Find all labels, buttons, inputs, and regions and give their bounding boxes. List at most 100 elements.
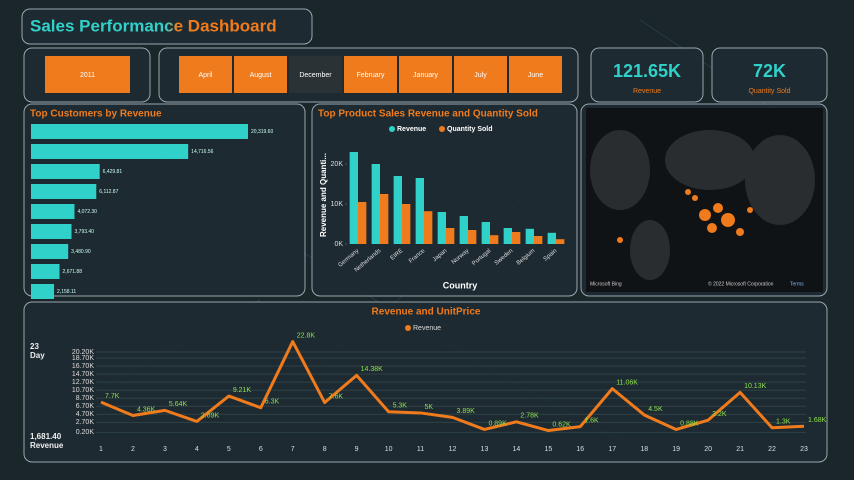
chart-title: Top Product Sales Revenue and Quantity S… bbox=[318, 109, 538, 120]
bar bbox=[31, 204, 75, 219]
value-label: 1.6K bbox=[584, 417, 599, 424]
y-tick-label: 14.70K bbox=[72, 371, 95, 378]
x-tick-label: 17 bbox=[608, 446, 616, 453]
y-tick-label: 16.70K bbox=[72, 363, 95, 370]
value-label: 6,429.81 bbox=[103, 169, 123, 175]
x-tick-label: 16 bbox=[576, 446, 584, 453]
value-label: 11.06K bbox=[616, 379, 638, 386]
kpi-value: 121.65K bbox=[613, 61, 681, 81]
bar bbox=[468, 230, 477, 244]
value-label: 3,480.90 bbox=[71, 249, 91, 255]
annotation: 1,681.40 bbox=[30, 432, 62, 441]
y-tick-label: 18.70K bbox=[72, 355, 95, 362]
month-button[interactable] bbox=[509, 56, 562, 93]
x-tick-label: 23 bbox=[800, 446, 808, 453]
value-label: 5.64K bbox=[169, 401, 188, 408]
map-land bbox=[590, 130, 815, 280]
legend-label: Revenue bbox=[397, 126, 426, 133]
bar bbox=[547, 232, 556, 244]
bar bbox=[31, 144, 189, 159]
month-label: April bbox=[198, 72, 212, 79]
x-tick-label: 11 bbox=[417, 446, 424, 453]
month-button[interactable] bbox=[454, 56, 507, 93]
value-label: 3,793.40 bbox=[75, 229, 95, 235]
x-tick-label: 9 bbox=[355, 446, 359, 453]
year-button[interactable] bbox=[45, 56, 130, 93]
value-label: 0.89K bbox=[488, 420, 507, 427]
y-tick-label: 0K bbox=[334, 241, 343, 248]
value-label: 9.21K bbox=[233, 387, 252, 394]
month-label: December bbox=[299, 72, 332, 79]
legend-label: Revenue bbox=[413, 325, 441, 332]
bar bbox=[402, 204, 411, 244]
bar bbox=[481, 222, 490, 244]
bar bbox=[31, 164, 100, 179]
value-label: 7.7K bbox=[105, 393, 120, 400]
value-label: 2.78K bbox=[520, 413, 539, 420]
y-tick-label: 20K bbox=[331, 161, 344, 168]
x-tick-label: 20 bbox=[704, 446, 712, 453]
bar bbox=[31, 124, 249, 139]
bar bbox=[446, 228, 455, 244]
x-tick-label: 15 bbox=[544, 446, 552, 453]
bar bbox=[349, 152, 358, 244]
x-tick-label: 22 bbox=[768, 446, 776, 453]
y-tick-label: 4.70K bbox=[76, 411, 95, 418]
x-tick-label: 14 bbox=[513, 446, 521, 453]
x-tick-label: 13 bbox=[481, 446, 489, 453]
bar bbox=[415, 178, 424, 244]
value-label: 0.88K bbox=[680, 420, 699, 427]
y-tick-label: 0.20K bbox=[76, 429, 95, 436]
annotation: 23 bbox=[30, 342, 39, 351]
y-axis-label: Revenue and Quanti... bbox=[319, 153, 328, 237]
bar bbox=[31, 264, 60, 279]
bar bbox=[437, 212, 446, 244]
value-label: 20,319.60 bbox=[251, 129, 273, 135]
month-button[interactable] bbox=[289, 56, 342, 93]
x-tick-label: 18 bbox=[640, 446, 648, 453]
legend-label: Quantity Sold bbox=[447, 126, 493, 133]
value-label: 6,112.87 bbox=[99, 189, 118, 195]
value-label: 3.89K bbox=[457, 408, 476, 415]
value-label: 5.3K bbox=[393, 403, 408, 410]
legend-marker bbox=[389, 126, 395, 132]
legend-marker bbox=[405, 325, 411, 331]
bar bbox=[424, 211, 433, 244]
y-tick-label: 10K bbox=[331, 201, 344, 208]
value-label: 10.13K bbox=[744, 383, 767, 390]
x-tick-label: 6 bbox=[259, 446, 263, 453]
y-tick-label: 20.20K bbox=[72, 349, 95, 356]
month-button[interactable] bbox=[399, 56, 452, 93]
legend-marker bbox=[439, 126, 445, 132]
title-panel bbox=[21, 8, 313, 45]
product-panel bbox=[311, 103, 578, 297]
x-tick-label: 4 bbox=[195, 446, 199, 453]
x-tick-label: 8 bbox=[323, 446, 327, 453]
kpi-panel bbox=[711, 47, 828, 103]
map-terms[interactable]: Terms bbox=[790, 281, 804, 287]
bar bbox=[31, 184, 97, 199]
month-button[interactable] bbox=[179, 56, 232, 93]
value-label: 4,072.30 bbox=[77, 209, 97, 215]
value-label: 5K bbox=[425, 404, 434, 411]
annotation: Revenue bbox=[30, 441, 64, 450]
value-label: 4.36K bbox=[137, 406, 156, 413]
bar bbox=[380, 194, 389, 244]
x-tick-label: 21 bbox=[736, 446, 744, 453]
month-button[interactable] bbox=[344, 56, 397, 93]
value-label: 2,158.11 bbox=[57, 289, 76, 295]
bar bbox=[534, 236, 543, 244]
month-label: January bbox=[413, 72, 438, 79]
month-label: July bbox=[474, 72, 487, 79]
x-tick-label: 12 bbox=[449, 446, 457, 453]
kpi-value: 72K bbox=[753, 61, 786, 81]
dashboard-title: Sales Performance Dashboard bbox=[30, 16, 277, 35]
x-tick-label: 10 bbox=[385, 446, 393, 453]
month-label: June bbox=[528, 72, 543, 79]
month-button[interactable] bbox=[234, 56, 287, 93]
map-brand: Microsoft Bing bbox=[590, 281, 622, 287]
bar bbox=[512, 232, 521, 244]
x-tick-label: 19 bbox=[672, 446, 680, 453]
